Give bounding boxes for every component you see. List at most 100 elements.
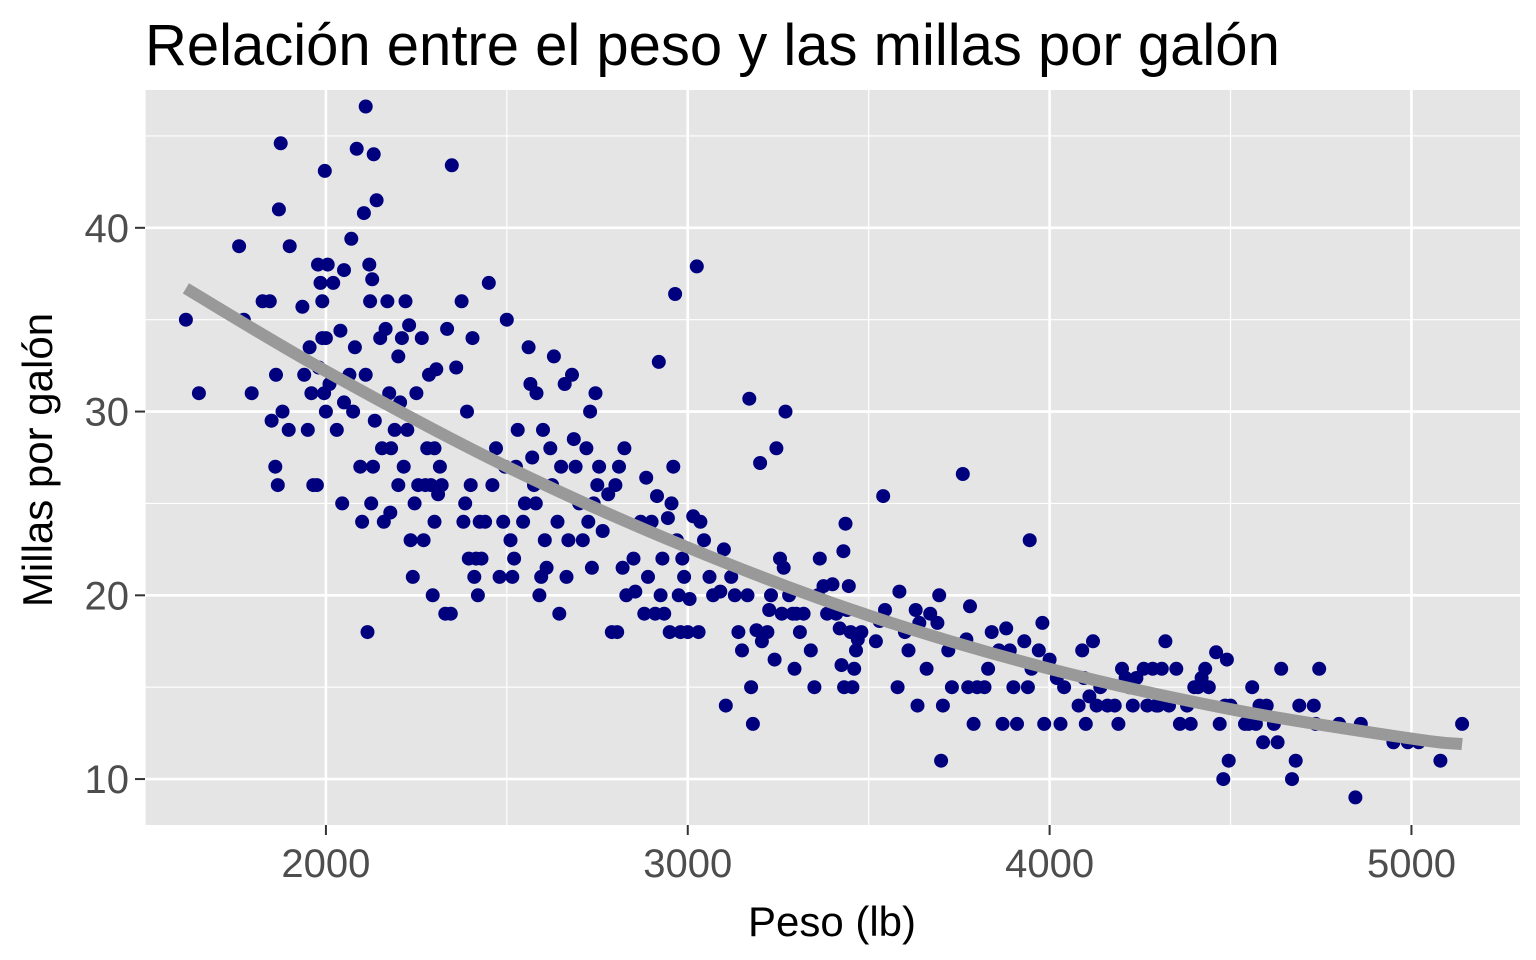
data-point (295, 299, 310, 314)
data-point (608, 478, 623, 493)
data-point (944, 680, 959, 695)
data-point (378, 321, 393, 336)
data-point (1071, 698, 1086, 713)
data-point (769, 441, 784, 456)
data-point (1172, 716, 1187, 731)
data-point (1216, 772, 1231, 787)
data-point (510, 422, 525, 437)
data-point (890, 680, 905, 695)
data-point (1057, 680, 1072, 695)
data-point (651, 354, 666, 369)
chart-title: Relación entre el peso y las millas por … (145, 13, 1280, 78)
data-point (1288, 753, 1303, 768)
data-point (834, 658, 849, 673)
data-point (919, 661, 934, 676)
data-point (232, 239, 247, 254)
data-point (391, 478, 406, 493)
data-point (363, 294, 378, 309)
data-point (934, 753, 949, 768)
data-point (552, 606, 567, 621)
data-point (470, 588, 485, 603)
data-point (516, 514, 531, 529)
data-point (762, 603, 777, 617)
data-point (689, 259, 704, 274)
data-point (262, 294, 277, 309)
data-point (617, 441, 632, 456)
data-point (963, 599, 977, 614)
data-point (1089, 698, 1104, 713)
data-point (281, 422, 296, 437)
data-point (326, 275, 341, 290)
data-point (981, 661, 996, 676)
data-point (416, 533, 431, 548)
data-point (735, 643, 749, 658)
data-point (1183, 716, 1198, 731)
data-point (778, 404, 793, 419)
data-point (317, 163, 332, 178)
data-point (364, 496, 379, 511)
data-point (427, 441, 442, 456)
data-point (1035, 615, 1050, 630)
data-point (1037, 716, 1052, 731)
data-point (1274, 661, 1289, 676)
data-point (270, 478, 285, 493)
data-point (774, 606, 789, 621)
data-point (716, 542, 731, 557)
data-point (583, 404, 598, 419)
data-point (505, 569, 520, 584)
data-point (653, 588, 668, 603)
data-point (671, 588, 686, 603)
data-point (369, 193, 384, 208)
data-point (731, 625, 746, 640)
data-point (478, 514, 493, 529)
data-point (566, 432, 581, 447)
data-point (796, 606, 811, 621)
data-point (1221, 753, 1236, 768)
data-point (1285, 772, 1299, 787)
y-tick-label: 20 (85, 574, 130, 618)
data-point (682, 592, 697, 606)
data-point (356, 206, 371, 221)
data-point (264, 413, 279, 428)
data-point (718, 698, 733, 713)
data-point (297, 367, 312, 382)
data-point (1270, 735, 1285, 750)
data-point (760, 625, 775, 640)
data-point (1348, 790, 1363, 805)
data-point (311, 257, 325, 272)
data-point (677, 569, 692, 584)
data-point (876, 489, 891, 504)
data-point (309, 478, 324, 493)
data-point (744, 680, 759, 695)
data-point (554, 459, 569, 474)
data-point (414, 331, 429, 346)
data-point (543, 441, 558, 456)
data-point (984, 625, 999, 640)
data-point (444, 158, 459, 173)
data-point (335, 496, 350, 511)
data-point (499, 312, 514, 327)
data-point (539, 560, 554, 575)
data-point (337, 263, 351, 278)
data-point (854, 625, 869, 640)
data-point (579, 441, 594, 456)
data-point (655, 551, 670, 566)
data-point (366, 459, 380, 474)
y-tick-label: 40 (85, 207, 130, 251)
data-point (908, 603, 923, 617)
data-point (668, 287, 683, 301)
data-point (269, 367, 283, 382)
data-point (838, 516, 853, 531)
data-point (764, 588, 778, 603)
plot-panel (145, 90, 1520, 825)
data-point (849, 643, 863, 658)
data-point (565, 367, 579, 382)
data-point (496, 514, 511, 529)
data-point (999, 621, 1014, 636)
data-point (268, 459, 283, 474)
data-point (503, 533, 518, 548)
data-point (1111, 716, 1126, 731)
data-point (675, 551, 690, 566)
data-point (380, 294, 395, 309)
data-point (367, 413, 382, 428)
